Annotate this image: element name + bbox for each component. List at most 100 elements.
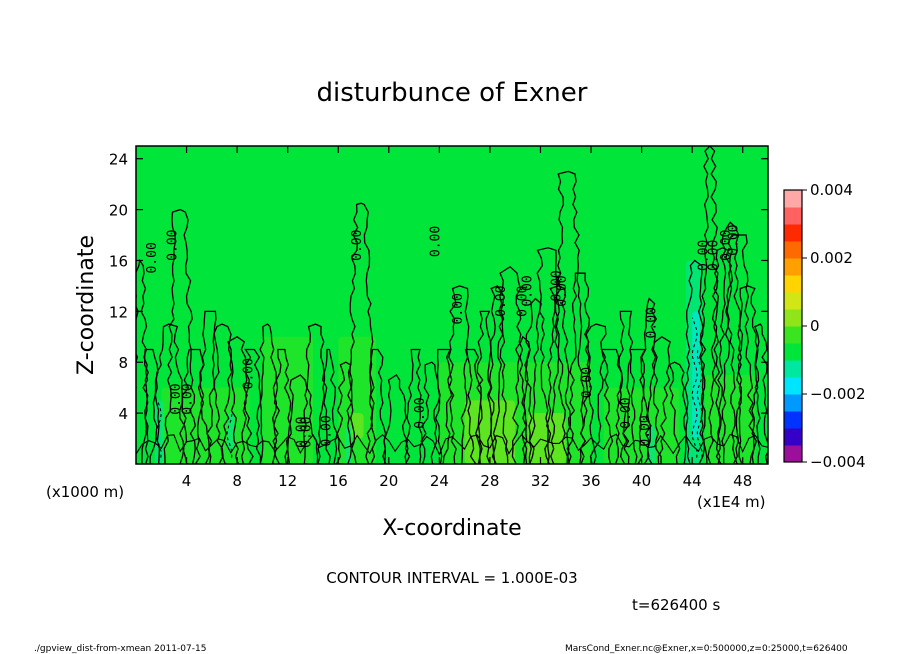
contour-line — [475, 310, 496, 464]
contour-label: 0.00 — [494, 286, 509, 317]
contour-line — [302, 323, 331, 464]
y-tick-label: 24 — [109, 151, 128, 169]
contour-line — [749, 323, 768, 464]
contour-line — [698, 146, 722, 464]
x-tick-label: 12 — [278, 472, 297, 490]
x-tick-label: 32 — [531, 472, 550, 490]
time-label: t=626400 s — [632, 596, 720, 614]
contour-interval-label: CONTOUR INTERVAL = 1.000E-03 — [326, 569, 577, 587]
field-patch — [227, 413, 235, 452]
contour-line — [657, 361, 691, 464]
contour-line — [284, 374, 319, 464]
colorbar-swatch — [784, 445, 802, 463]
footer-left: ./gpview_dist-from-xmean 2011-07-15 — [34, 644, 206, 654]
contour-line — [707, 247, 738, 464]
contour-line-negative — [155, 400, 162, 458]
colorbar-swatch — [784, 428, 802, 446]
contour-line — [643, 336, 681, 464]
x-tick-label: 28 — [480, 472, 499, 490]
x-tick-label: 8 — [232, 472, 242, 490]
colorbar-swatch — [784, 343, 802, 361]
x-tick-label: 20 — [379, 472, 398, 490]
contour-line — [637, 297, 662, 464]
contour-label: 0.00 — [294, 417, 309, 448]
y-tick-label: 8 — [118, 354, 128, 372]
contour-line — [566, 272, 596, 464]
x-tick-label: 4 — [182, 472, 192, 490]
y-tick-label: 16 — [109, 252, 128, 270]
y-axis: 4 8 12 16 20 24 — [109, 151, 768, 423]
contour-line — [486, 285, 509, 464]
contour-line — [163, 208, 196, 464]
contour-line — [194, 310, 224, 464]
y-tick-label: 12 — [109, 303, 128, 321]
colorbar: 0.004 0.002 0 −0.002 −0.004 — [783, 181, 866, 471]
field-patch — [464, 400, 516, 464]
field-patch — [527, 413, 566, 464]
contour-line — [383, 374, 411, 464]
colorbar-tick-label: −0.004 — [810, 453, 866, 471]
contour-label: 0.00 — [555, 275, 570, 306]
contour-line-negative — [226, 413, 233, 458]
contour-label: 0.00 — [413, 397, 428, 428]
contour-label: 0.00 — [645, 307, 660, 338]
contour-label: 0.00 — [696, 240, 711, 271]
x-tick-label: 36 — [581, 472, 600, 490]
contour-label: 0.00 — [619, 397, 634, 428]
contour-line — [511, 335, 535, 464]
plot-area: 0.00 0.00 0.00 0.000.000.000.00 0.000.000.00… — [109, 145, 769, 490]
contour-line — [491, 265, 528, 464]
contour-label: 0.00 — [299, 417, 314, 448]
x-tick-label: 16 — [329, 472, 348, 490]
colorbar-swatch — [784, 309, 802, 327]
colorbar-tick-label: −0.002 — [810, 385, 866, 403]
contour-line — [206, 323, 240, 464]
contour-line — [149, 323, 188, 464]
contour-label: 0.00 — [719, 230, 734, 261]
x-axis-label: X-coordinate — [382, 516, 521, 541]
contour-label: 0.00 — [169, 383, 184, 414]
colorbar-tick-label: 0.004 — [810, 181, 853, 199]
contour-label: 0.00 — [350, 230, 365, 261]
contour-label: 0.00 — [521, 275, 536, 306]
contour-label: 0.00 — [516, 286, 531, 317]
contour-line — [593, 348, 630, 464]
x-tick-label: 48 — [733, 472, 752, 490]
colorbar-swatch — [784, 326, 802, 344]
contour-line — [683, 259, 708, 464]
contour-line — [528, 247, 569, 464]
contour-line — [442, 285, 477, 464]
colorbar-swatch — [784, 258, 802, 276]
contour-line — [420, 361, 443, 464]
contour-line — [141, 348, 161, 464]
field-patch — [692, 311, 700, 439]
colorbar-swatch — [784, 224, 802, 242]
colorbar-swatch — [784, 275, 802, 293]
contour-label-layer: 0.00 0.00 0.00 0.000.000.000.00 0.000.000.00… — [145, 224, 741, 447]
x-tick-label: 40 — [632, 472, 651, 490]
contour-line — [136, 433, 768, 456]
contour-line — [544, 285, 572, 464]
contour-label: 0.00 — [320, 415, 335, 446]
chart-title: disturbunce of Exner — [317, 78, 588, 108]
colorbar-swatch — [784, 190, 802, 208]
contour-line — [721, 234, 755, 464]
colorbar-swatch — [784, 207, 802, 225]
contour-label: 0.00 — [181, 383, 196, 414]
contour-line — [220, 336, 254, 464]
contour-label: 0.00 — [428, 226, 443, 257]
contour-line — [365, 348, 387, 464]
contour-line — [404, 348, 423, 464]
contour-label: 0.00 — [145, 242, 160, 273]
x-scale-note: (x1E4 m) — [697, 493, 766, 511]
contour-line — [614, 310, 638, 464]
contour-label: 0.00 — [241, 358, 256, 389]
colorbar-swatch — [784, 377, 802, 395]
x-unit-note: (x1000 m) — [46, 483, 124, 501]
contour-line — [522, 297, 550, 464]
contour-line — [430, 348, 457, 464]
contour-label: 0.00 — [550, 270, 565, 301]
contour-label: 0.00 — [706, 240, 721, 271]
contour-line — [460, 348, 483, 464]
